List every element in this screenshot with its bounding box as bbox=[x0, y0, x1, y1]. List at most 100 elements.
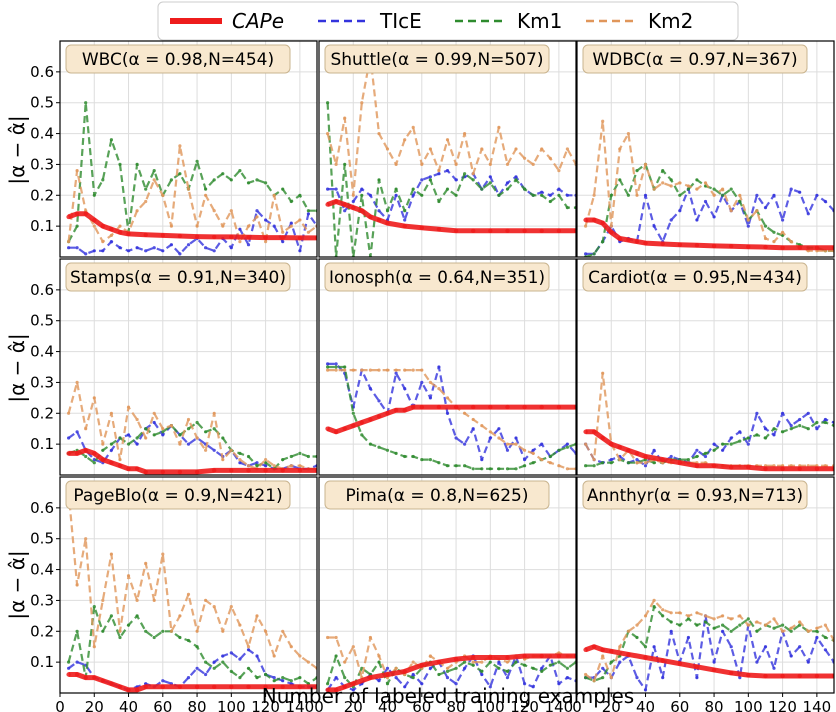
data-point bbox=[712, 448, 716, 452]
data-point bbox=[789, 626, 793, 630]
data-point bbox=[326, 635, 330, 640]
data-point bbox=[394, 162, 398, 166]
data-point bbox=[420, 178, 424, 182]
data-point bbox=[385, 147, 390, 151]
x-tick-label: 20 bbox=[344, 698, 363, 712]
data-point bbox=[592, 464, 596, 468]
data-point bbox=[635, 635, 639, 640]
data-point bbox=[343, 368, 347, 372]
data-point bbox=[403, 138, 407, 142]
data-point bbox=[601, 676, 605, 680]
data-point bbox=[126, 623, 131, 627]
data-point bbox=[522, 228, 527, 233]
data-point bbox=[92, 605, 96, 609]
data-point bbox=[385, 411, 390, 416]
data-point bbox=[326, 132, 330, 136]
panel-title-box bbox=[324, 262, 550, 292]
data-point bbox=[669, 178, 673, 182]
data-point bbox=[144, 249, 148, 253]
data-point bbox=[601, 119, 605, 123]
x-tick-label: 20 bbox=[602, 698, 621, 712]
data-point bbox=[669, 454, 673, 459]
data-point bbox=[652, 187, 656, 191]
data-point bbox=[729, 629, 733, 633]
data-point bbox=[497, 193, 501, 197]
data-point bbox=[333, 429, 339, 434]
panel-3: WDBC(α = 0.97,N=367) bbox=[576, 40, 835, 258]
plot-area bbox=[319, 41, 576, 257]
data-point bbox=[152, 420, 156, 425]
data-point bbox=[669, 184, 673, 188]
data-point bbox=[298, 654, 302, 658]
data-point bbox=[661, 676, 665, 680]
data-point bbox=[445, 169, 450, 173]
data-point bbox=[161, 249, 165, 253]
data-point bbox=[134, 466, 140, 471]
data-point bbox=[539, 404, 544, 410]
data-point bbox=[445, 396, 450, 400]
data-point bbox=[297, 468, 303, 473]
data-point bbox=[212, 427, 216, 431]
data-point bbox=[229, 651, 233, 655]
data-point bbox=[212, 448, 216, 452]
data-point bbox=[178, 635, 182, 640]
data-point bbox=[325, 687, 330, 693]
data-point bbox=[540, 669, 544, 674]
data-point bbox=[411, 660, 415, 664]
data-point bbox=[806, 427, 810, 431]
data-point bbox=[548, 663, 552, 667]
data-point bbox=[609, 458, 613, 462]
data-point bbox=[75, 660, 79, 664]
data-point bbox=[695, 448, 699, 452]
data-point bbox=[143, 469, 148, 475]
data-point bbox=[84, 427, 88, 431]
data-point bbox=[186, 638, 191, 643]
data-point bbox=[135, 246, 139, 250]
data-point bbox=[480, 672, 484, 677]
data-point bbox=[729, 617, 733, 621]
data-point bbox=[428, 175, 432, 179]
data-point bbox=[221, 458, 225, 462]
data-point bbox=[212, 178, 216, 182]
data-point bbox=[746, 244, 751, 249]
data-point bbox=[66, 451, 71, 456]
data-point bbox=[583, 429, 588, 434]
data-point bbox=[109, 460, 114, 465]
data-point bbox=[488, 162, 492, 166]
data-point bbox=[591, 429, 597, 434]
series-group bbox=[325, 635, 576, 693]
data-point bbox=[729, 670, 734, 676]
data-point bbox=[584, 224, 588, 228]
data-point bbox=[160, 684, 165, 689]
data-point bbox=[297, 684, 303, 689]
data-point bbox=[712, 626, 716, 630]
data-point bbox=[695, 611, 699, 615]
data-point bbox=[118, 436, 122, 440]
data-point bbox=[84, 252, 88, 256]
data-point bbox=[195, 159, 199, 163]
data-point bbox=[246, 468, 251, 473]
data-point bbox=[772, 617, 776, 621]
data-point bbox=[488, 430, 492, 434]
data-point bbox=[152, 246, 156, 250]
x-tick-label: 140 bbox=[286, 698, 315, 712]
data-point bbox=[669, 611, 673, 615]
data-point bbox=[729, 209, 733, 213]
data-point bbox=[626, 448, 631, 453]
data-point bbox=[212, 684, 217, 689]
data-point bbox=[584, 252, 588, 256]
data-point bbox=[135, 598, 139, 603]
data-point bbox=[798, 424, 802, 428]
data-point bbox=[505, 228, 510, 233]
data-point bbox=[428, 178, 432, 182]
data-point bbox=[523, 156, 527, 160]
data-point bbox=[306, 660, 310, 664]
data-point bbox=[584, 442, 588, 446]
data-point bbox=[385, 682, 390, 686]
data-point bbox=[678, 181, 682, 185]
data-point bbox=[238, 240, 242, 244]
data-point bbox=[177, 233, 183, 239]
data-point bbox=[531, 666, 535, 670]
data-point bbox=[343, 676, 347, 680]
